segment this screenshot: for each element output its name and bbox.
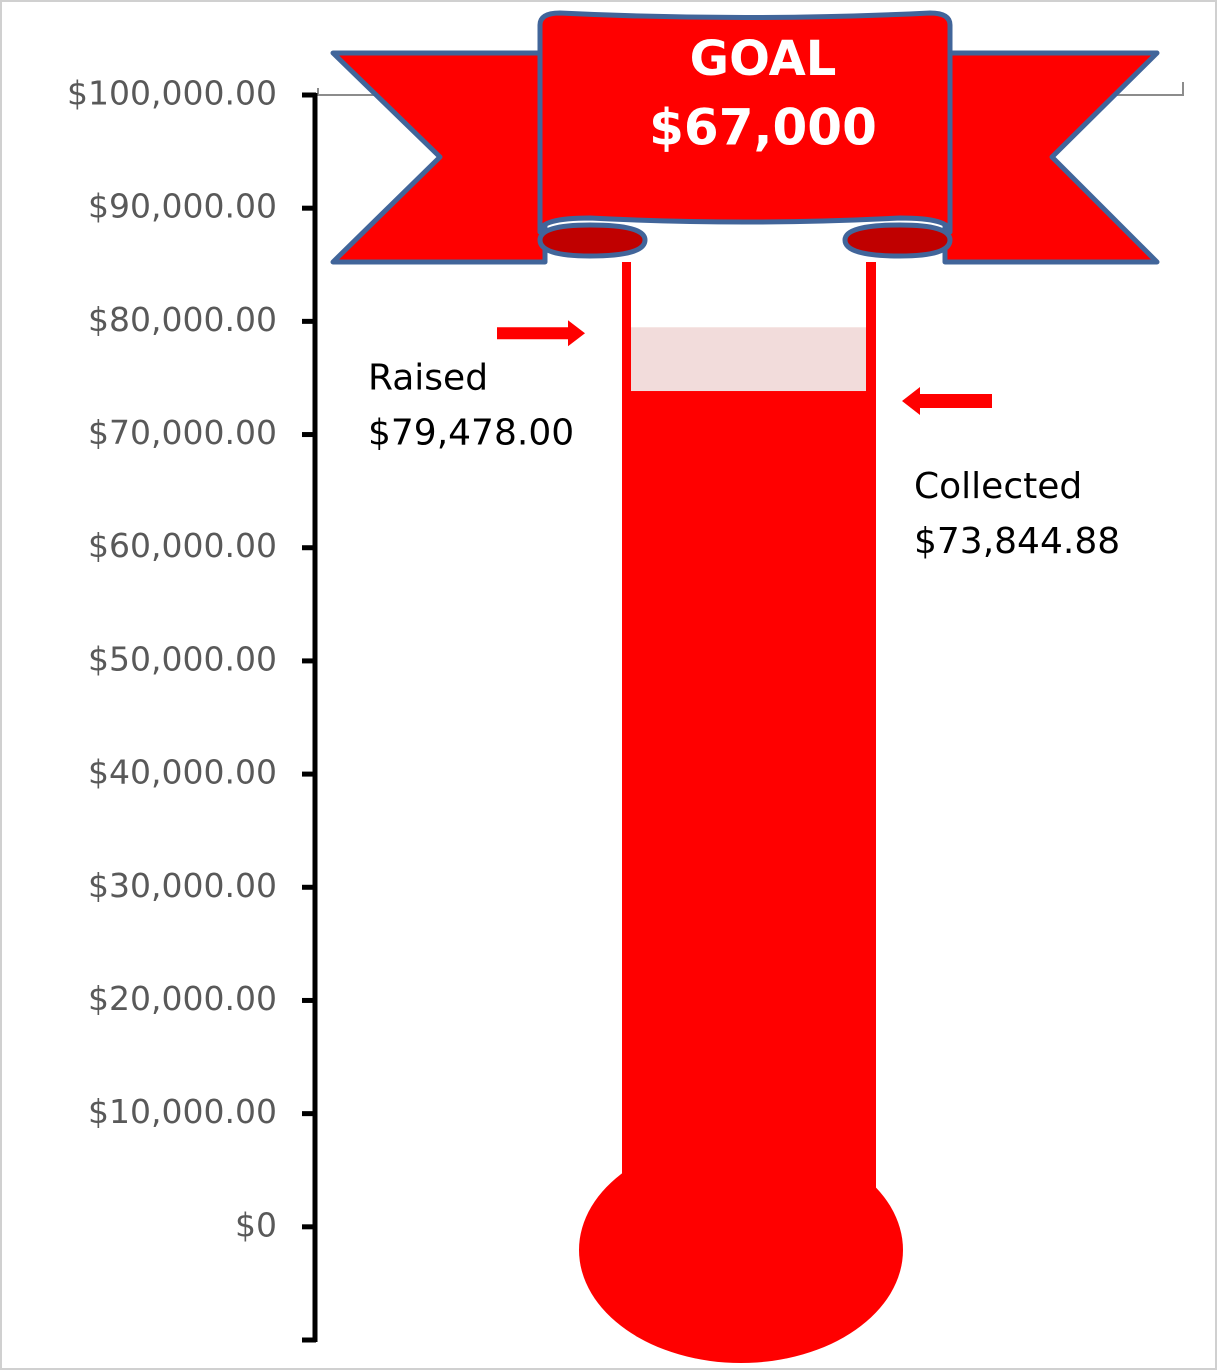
y-tick-label: $0 <box>235 1205 277 1244</box>
arrow <box>902 387 992 416</box>
collected-bar <box>622 391 876 1237</box>
data-label: $79,478.00 <box>368 412 574 453</box>
y-tick-label: $100,000.00 <box>67 74 277 113</box>
y-tick-label: $70,000.00 <box>88 413 277 452</box>
y-tick-label: $20,000.00 <box>88 979 277 1018</box>
legend-label: Raised <box>368 357 488 398</box>
y-tick-label: $80,000.00 <box>88 300 277 339</box>
y-tick-label: $50,000.00 <box>88 639 277 678</box>
y-tick-label: $10,000.00 <box>88 1092 277 1131</box>
y-tick-label: $90,000.00 <box>88 187 277 226</box>
y-tick-label: $60,000.00 <box>88 526 277 565</box>
y-tick-label: $40,000.00 <box>88 753 277 792</box>
marks: $0 $10,000.00 $20,000.00 $30,000.00 $40,000.… <box>67 74 1120 1363</box>
banner-tail <box>330 50 548 265</box>
banner-subtitle: $67,000 <box>649 99 877 157</box>
banner-curl <box>537 222 648 259</box>
data-label: $73,844.88 <box>914 521 1120 562</box>
banner-title: GOAL <box>690 31 837 87</box>
legend-label: Collected <box>914 466 1082 507</box>
banner: GOAL $67,000 <box>330 10 1160 265</box>
banner-tail <box>942 50 1160 265</box>
banner-body <box>537 10 953 235</box>
banner-curl <box>842 222 953 259</box>
arrow <box>497 320 585 347</box>
y-tick-label: $30,000.00 <box>88 866 277 905</box>
